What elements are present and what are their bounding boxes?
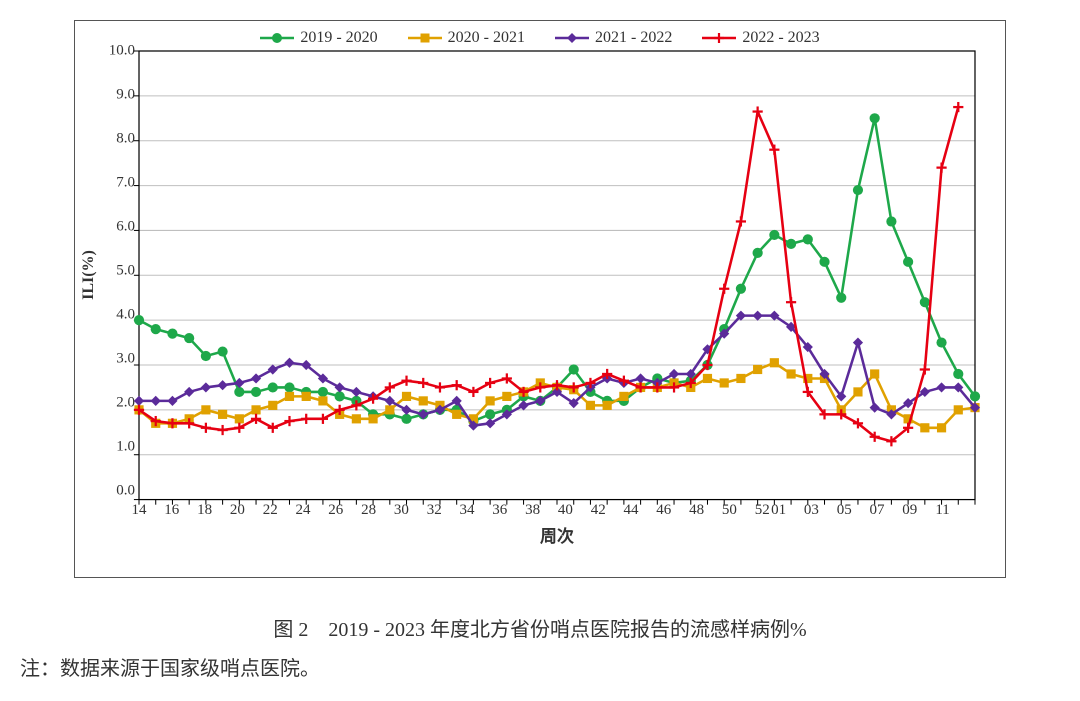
x-tick-label: 07 — [870, 502, 885, 519]
x-tick-label: 18 — [197, 502, 212, 519]
x-tick-label: 46 — [656, 502, 671, 519]
x-tick-label: 36 — [492, 502, 507, 519]
x-tick-label: 42 — [591, 502, 606, 519]
plot-row: ILI(%) 0.01.02.03.04.05.06.07.08.09.010.… — [75, 51, 1005, 500]
x-tick-label: 28 — [361, 502, 376, 519]
x-tick-label: 30 — [394, 502, 409, 519]
legend-item: 2021 - 2022 — [555, 29, 672, 47]
y-tick-label: 7.0 — [116, 175, 135, 192]
chart-svg — [139, 51, 975, 500]
x-tick-label: 38 — [525, 502, 540, 519]
legend-label: 2021 - 2022 — [595, 29, 672, 47]
chart-legend: 2019 - 2020 2020 - 2021 2021 - 2022 2022 - … — [75, 21, 1005, 51]
y-tick-label: 3.0 — [116, 351, 135, 368]
y-axis-ticks: 0.01.02.03.04.05.06.07.08.09.010.0 — [103, 51, 139, 491]
x-axis-label: 周次 — [139, 522, 975, 577]
legend-item: 2019 - 2020 — [260, 29, 377, 47]
x-tick-label: 14 — [132, 502, 147, 519]
x-tick-label: 48 — [689, 502, 704, 519]
y-axis-label-col: ILI(%) — [75, 51, 103, 500]
x-tick-label: 16 — [164, 502, 179, 519]
figure-note: 注：数据来源于国家级哨点医院。 — [20, 652, 1060, 681]
legend-label: 2019 - 2020 — [300, 29, 377, 47]
x-tick-label: 01 — [771, 502, 786, 519]
y-tick-label: 0.0 — [116, 483, 135, 500]
y-tick-label: 10.0 — [109, 43, 135, 60]
x-tick-label: 03 — [804, 502, 819, 519]
y-axis-label: ILI(%) — [80, 250, 98, 300]
legend-label: 2020 - 2021 — [448, 29, 525, 47]
x-axis-ticks: 1416182022242628303234363840424446485052… — [139, 500, 975, 522]
x-tick-label: 09 — [902, 502, 917, 519]
x-tick-label: 44 — [624, 502, 639, 519]
x-tick-label: 24 — [296, 502, 311, 519]
y-tick-label: 6.0 — [116, 219, 135, 236]
x-tick-label: 52 — [755, 502, 770, 519]
x-tick-label: 20 — [230, 502, 245, 519]
x-tick-label: 26 — [328, 502, 343, 519]
legend-item: 2022 - 2023 — [702, 29, 819, 47]
x-tick-label: 50 — [722, 502, 737, 519]
plot-area — [139, 51, 975, 500]
x-tick-label: 22 — [263, 502, 278, 519]
figure-caption: 图 2 2019 - 2023 年度北方省份哨点医院报告的流感样病例% — [20, 613, 1060, 642]
y-tick-label: 1.0 — [116, 439, 135, 456]
legend-item: 2020 - 2021 — [408, 29, 525, 47]
y-tick-label: 2.0 — [116, 395, 135, 412]
x-tick-label: 05 — [837, 502, 852, 519]
y-tick-label: 9.0 — [116, 87, 135, 104]
x-tick-label: 11 — [935, 502, 949, 519]
chart-container: 2019 - 2020 2020 - 2021 2021 - 2022 2022 - … — [74, 20, 1006, 578]
y-tick-label: 8.0 — [116, 131, 135, 148]
x-tick-label: 32 — [427, 502, 442, 519]
y-tick-label: 4.0 — [116, 307, 135, 324]
x-tick-label: 34 — [460, 502, 475, 519]
legend-label: 2022 - 2023 — [742, 29, 819, 47]
x-tick-label: 40 — [558, 502, 573, 519]
y-tick-label: 5.0 — [116, 263, 135, 280]
